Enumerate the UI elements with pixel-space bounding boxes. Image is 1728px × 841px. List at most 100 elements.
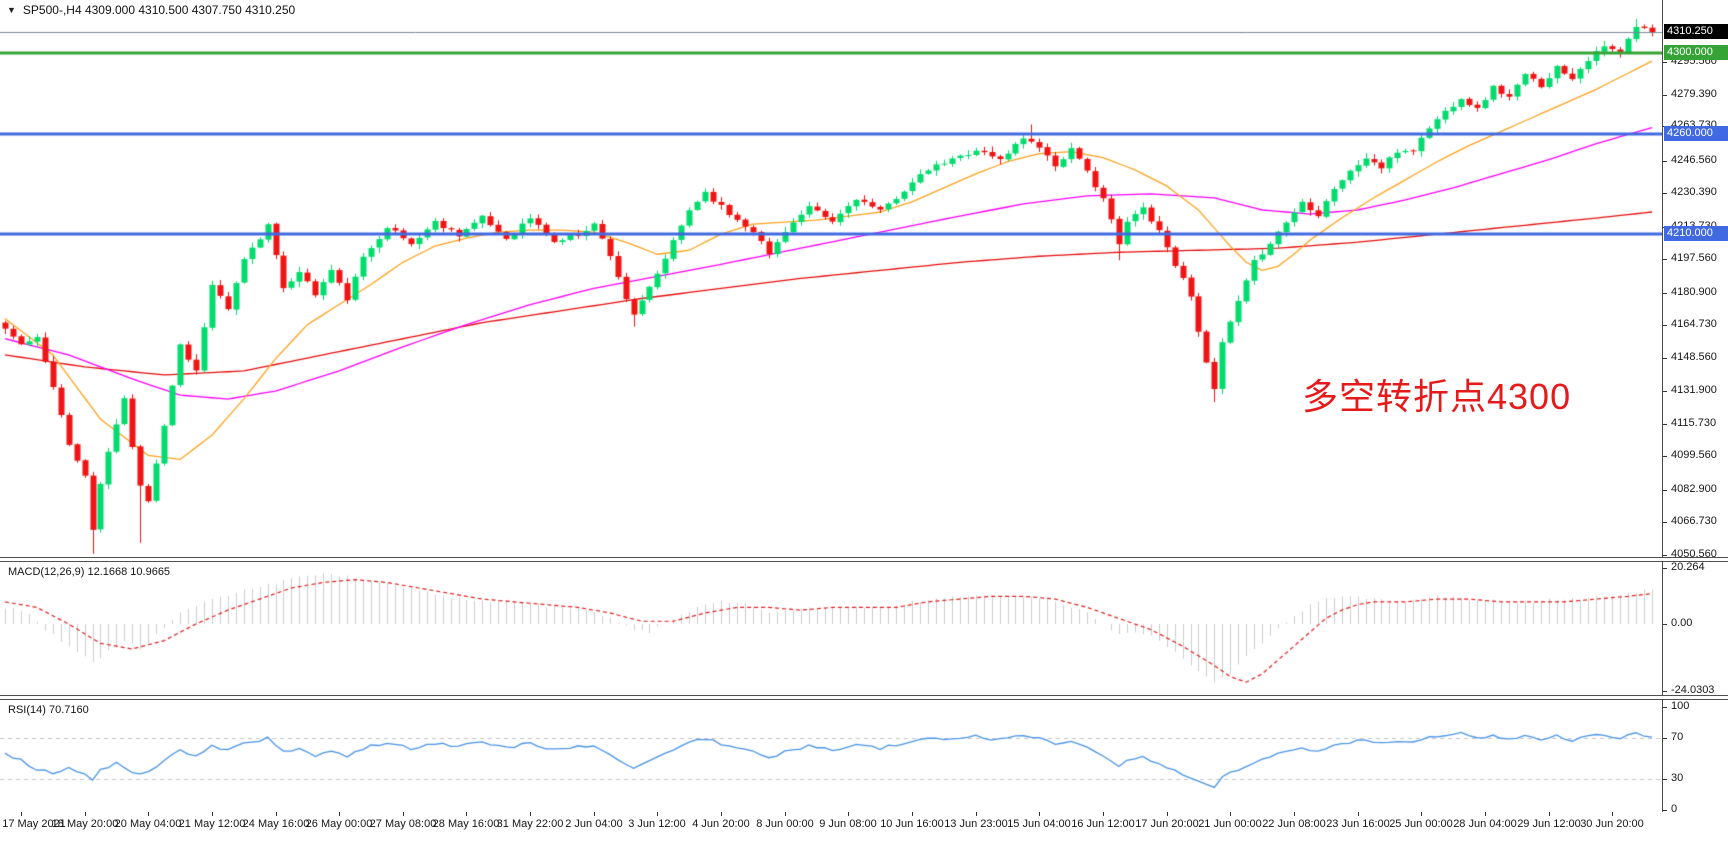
time-tick-label: 10 Jun 16:00 xyxy=(880,818,944,830)
price-tick-label-mark xyxy=(1663,555,1667,556)
time-tick-label: 8 Jun 00:00 xyxy=(756,818,814,830)
macd-tick-label: -24.0303 xyxy=(1671,684,1715,696)
time-tick-label: 29 Jun 12:00 xyxy=(1517,818,1581,830)
price-tick-label-mark xyxy=(1663,62,1667,63)
symbol-dropdown-icon[interactable]: ▼ xyxy=(7,5,16,15)
time-tick-mark xyxy=(976,812,977,816)
time-tick-label: 20 May 04:00 xyxy=(114,818,182,830)
time-tick-label: 18 May 20:00 xyxy=(51,818,119,830)
time-tick-mark xyxy=(1039,812,1040,816)
time-tick-mark xyxy=(21,812,22,816)
panel-separator-rsi[interactable] xyxy=(0,695,1728,700)
price-tick-label-mark xyxy=(1663,325,1667,326)
price-tick-label-mark xyxy=(1663,95,1667,96)
time-tick-label: 16 Jun 12:00 xyxy=(1071,818,1135,830)
time-tick-mark xyxy=(1167,812,1168,816)
time-tick-label: 21 Jun 00:00 xyxy=(1198,818,1262,830)
price-tick-label-mark xyxy=(1663,293,1667,294)
price-tick-label-mark xyxy=(1663,456,1667,457)
time-tick-label: 24 May 16:00 xyxy=(242,818,310,830)
price-tick-label-mark xyxy=(1663,259,1667,260)
rsi-tick-label: 100 xyxy=(1671,700,1690,712)
time-tick-mark xyxy=(212,812,213,816)
price-tick-label: 4246.560 xyxy=(1671,154,1717,166)
price-tick-label: 4164.730 xyxy=(1671,318,1717,330)
rsi-tick-label: 70 xyxy=(1671,731,1684,743)
time-tick-label: 17 Jun 20:00 xyxy=(1135,818,1199,830)
symbol-ohlc-label: SP500-,H4 4309.000 4310.500 4307.750 431… xyxy=(22,3,296,17)
annotation-text: 多空转折点4300 xyxy=(1302,376,1572,417)
time-tick-mark xyxy=(721,812,722,816)
macd-tick-label-mark xyxy=(1663,624,1667,625)
time-tick-mark xyxy=(657,812,658,816)
rsi-tick-label: 30 xyxy=(1671,772,1684,784)
macd-indicator-label: MACD(12,26,9) 12.1668 10.9665 xyxy=(8,566,171,578)
price-tick-label: 4115.730 xyxy=(1671,417,1717,429)
time-tick-mark xyxy=(530,812,531,816)
price-tick-label: 4180.900 xyxy=(1671,286,1717,298)
price-tick-label-mark xyxy=(1663,193,1667,194)
time-tick-mark xyxy=(1549,812,1550,816)
time-tick-mark xyxy=(848,812,849,816)
time-tick-label: 28 May 16:00 xyxy=(432,818,500,830)
price-tick-label: 4148.560 xyxy=(1671,351,1717,363)
macd-tick-label-mark xyxy=(1663,568,1667,569)
price-tick-label: 4131.900 xyxy=(1671,384,1717,396)
price-tick-label: 4197.560 xyxy=(1671,252,1717,264)
price-tick-label-mark xyxy=(1663,424,1667,425)
time-tick-label: 21 May 12:00 xyxy=(178,818,246,830)
time-tick-mark xyxy=(1294,812,1295,816)
time-tick-mark xyxy=(1421,812,1422,816)
rsi-tick-label-mark xyxy=(1663,738,1667,739)
time-tick-mark xyxy=(785,812,786,816)
time-tick-label: 31 May 22:00 xyxy=(496,818,564,830)
time-tick-label: 9 Jun 08:00 xyxy=(819,818,877,830)
panel-separator-macd[interactable] xyxy=(0,557,1728,562)
time-tick-mark xyxy=(276,812,277,816)
time-tick-label: 17 May 2021 xyxy=(2,818,66,830)
time-tick-label: 3 Jun 12:00 xyxy=(628,818,686,830)
time-tick-label: 28 Jun 04:00 xyxy=(1453,818,1517,830)
time-tick-mark xyxy=(1103,812,1104,816)
rsi-tick-label-mark xyxy=(1663,707,1667,708)
time-tick-label: 30 Jun 20:00 xyxy=(1580,818,1644,830)
rsi-tick-label: 0 xyxy=(1671,803,1678,815)
price-tick-label-mark xyxy=(1663,522,1667,523)
macd-indicator-chart[interactable] xyxy=(0,562,1662,696)
time-tick-mark xyxy=(85,812,86,816)
time-tick-mark xyxy=(1358,812,1359,816)
time-tick-mark xyxy=(339,812,340,816)
time-tick-mark xyxy=(912,812,913,816)
rsi-indicator-chart[interactable] xyxy=(0,700,1662,812)
time-tick-label: 15 Jun 04:00 xyxy=(1007,818,1071,830)
macd-tick-label-mark xyxy=(1663,691,1667,692)
time-tick-mark xyxy=(1230,812,1231,816)
rsi-tick-label-mark xyxy=(1663,810,1667,811)
time-tick-label: 27 May 08:00 xyxy=(369,818,437,830)
macd-tick-label: 0.00 xyxy=(1671,617,1693,629)
price-line-label: 4260.000 xyxy=(1664,126,1728,141)
time-axis[interactable]: 17 May 2021 18 May 20:00 20 May 04:00 21 Ma… xyxy=(0,812,1728,841)
price-line-label: 4310.250 xyxy=(1664,24,1728,39)
time-tick-mark xyxy=(1485,812,1486,816)
price-axis[interactable]: 4295.560 4279.390 4263.730 4246.560 4230.390… xyxy=(1662,0,1728,815)
rsi-tick-label-mark xyxy=(1663,779,1667,780)
time-tick-label: 26 May 00:00 xyxy=(305,818,373,830)
price-tick-label: 4066.730 xyxy=(1671,515,1717,527)
time-tick-label: 2 Jun 04:00 xyxy=(565,818,623,830)
price-line-label: 4300.000 xyxy=(1664,45,1728,60)
time-tick-mark xyxy=(403,812,404,816)
time-tick-mark xyxy=(594,812,595,816)
price-tick-label: 4230.390 xyxy=(1671,186,1717,198)
time-tick-label: 23 Jun 16:00 xyxy=(1326,818,1390,830)
candlestick-chart[interactable] xyxy=(0,0,1662,558)
price-tick-label-mark xyxy=(1663,161,1667,162)
time-tick-mark xyxy=(148,812,149,816)
price-tick-label: 4279.390 xyxy=(1671,88,1717,100)
time-tick-label: 4 Jun 20:00 xyxy=(692,818,750,830)
price-line-label: 4210.000 xyxy=(1664,226,1728,241)
time-tick-label: 25 Jun 00:00 xyxy=(1389,818,1453,830)
symbol-header: ▼ SP500-,H4 4309.000 4310.500 4307.750 43… xyxy=(7,3,295,17)
macd-tick-label: 20.264 xyxy=(1671,561,1705,573)
